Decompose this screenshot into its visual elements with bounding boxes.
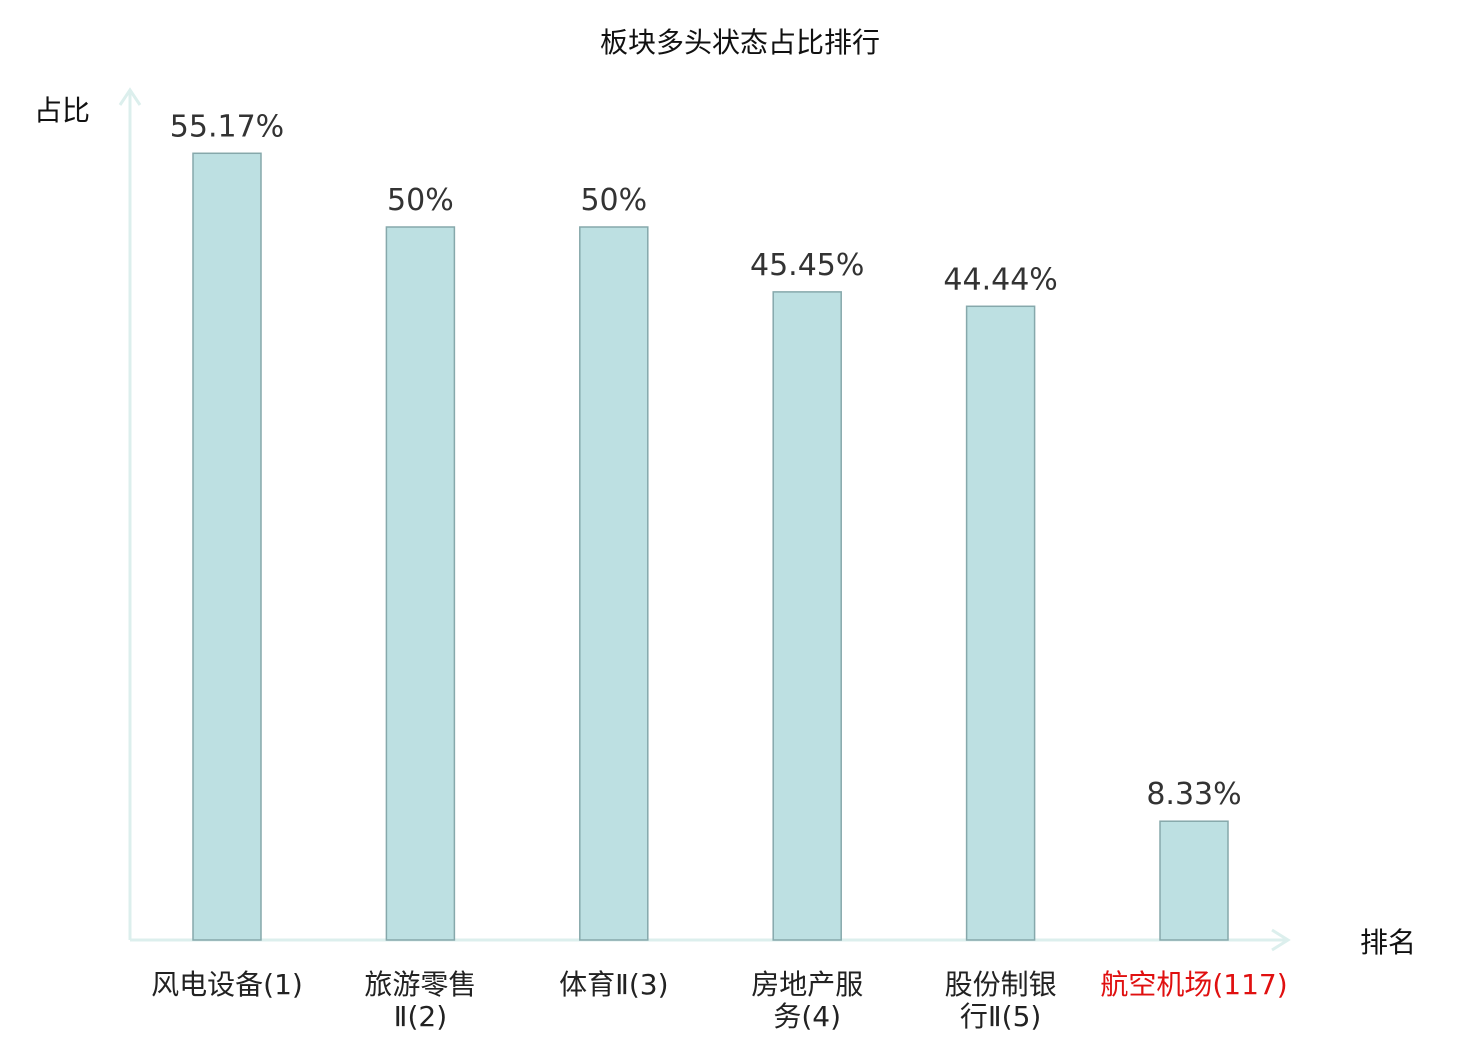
x-axis-label: 排名 (1360, 926, 1416, 959)
category-label-4-line-2: 务(4) (773, 1000, 841, 1033)
bar-4 (772, 291, 842, 941)
value-labels-group: 55.17% 50% 50% 45.45% 44.44% 8.33% (170, 109, 1242, 812)
x-axis-arrow (1271, 928, 1291, 952)
value-label-4: 45.45% (750, 248, 864, 283)
category-label-4-line-1: 房地产服 (751, 968, 863, 1001)
chart-title: 板块多头状态占比排行 (600, 26, 880, 59)
value-label-1: 55.17% (170, 109, 284, 144)
category-label-5-line-1: 股份制银 (945, 968, 1057, 1001)
bars-group (192, 152, 1229, 941)
category-label-3: 体育Ⅱ(3) (559, 968, 668, 1001)
y-axis (118, 87, 142, 940)
category-label-5-line-2: 行Ⅱ(5) (960, 1000, 1041, 1033)
x-axis (130, 928, 1291, 952)
category-label-6: 航空机场(117) (1100, 968, 1287, 1001)
bar-1 (192, 152, 262, 941)
category-label-1: 风电设备(1) (151, 968, 303, 1001)
bar-2 (385, 226, 456, 941)
value-label-6: 8.33% (1146, 777, 1241, 812)
category-label-2-line-2: Ⅱ(2) (394, 1000, 447, 1033)
value-label-3: 50% (580, 183, 647, 218)
y-axis-arrow (118, 87, 142, 106)
y-axis-label: 占比 (34, 94, 90, 127)
category-label-2-line-1: 旅游零售 (364, 968, 476, 1001)
value-label-5: 44.44% (943, 262, 1057, 297)
bar-6 (1159, 820, 1229, 941)
bar-3 (579, 226, 649, 941)
value-label-2: 50% (387, 183, 454, 218)
bar-5 (965, 305, 1036, 941)
